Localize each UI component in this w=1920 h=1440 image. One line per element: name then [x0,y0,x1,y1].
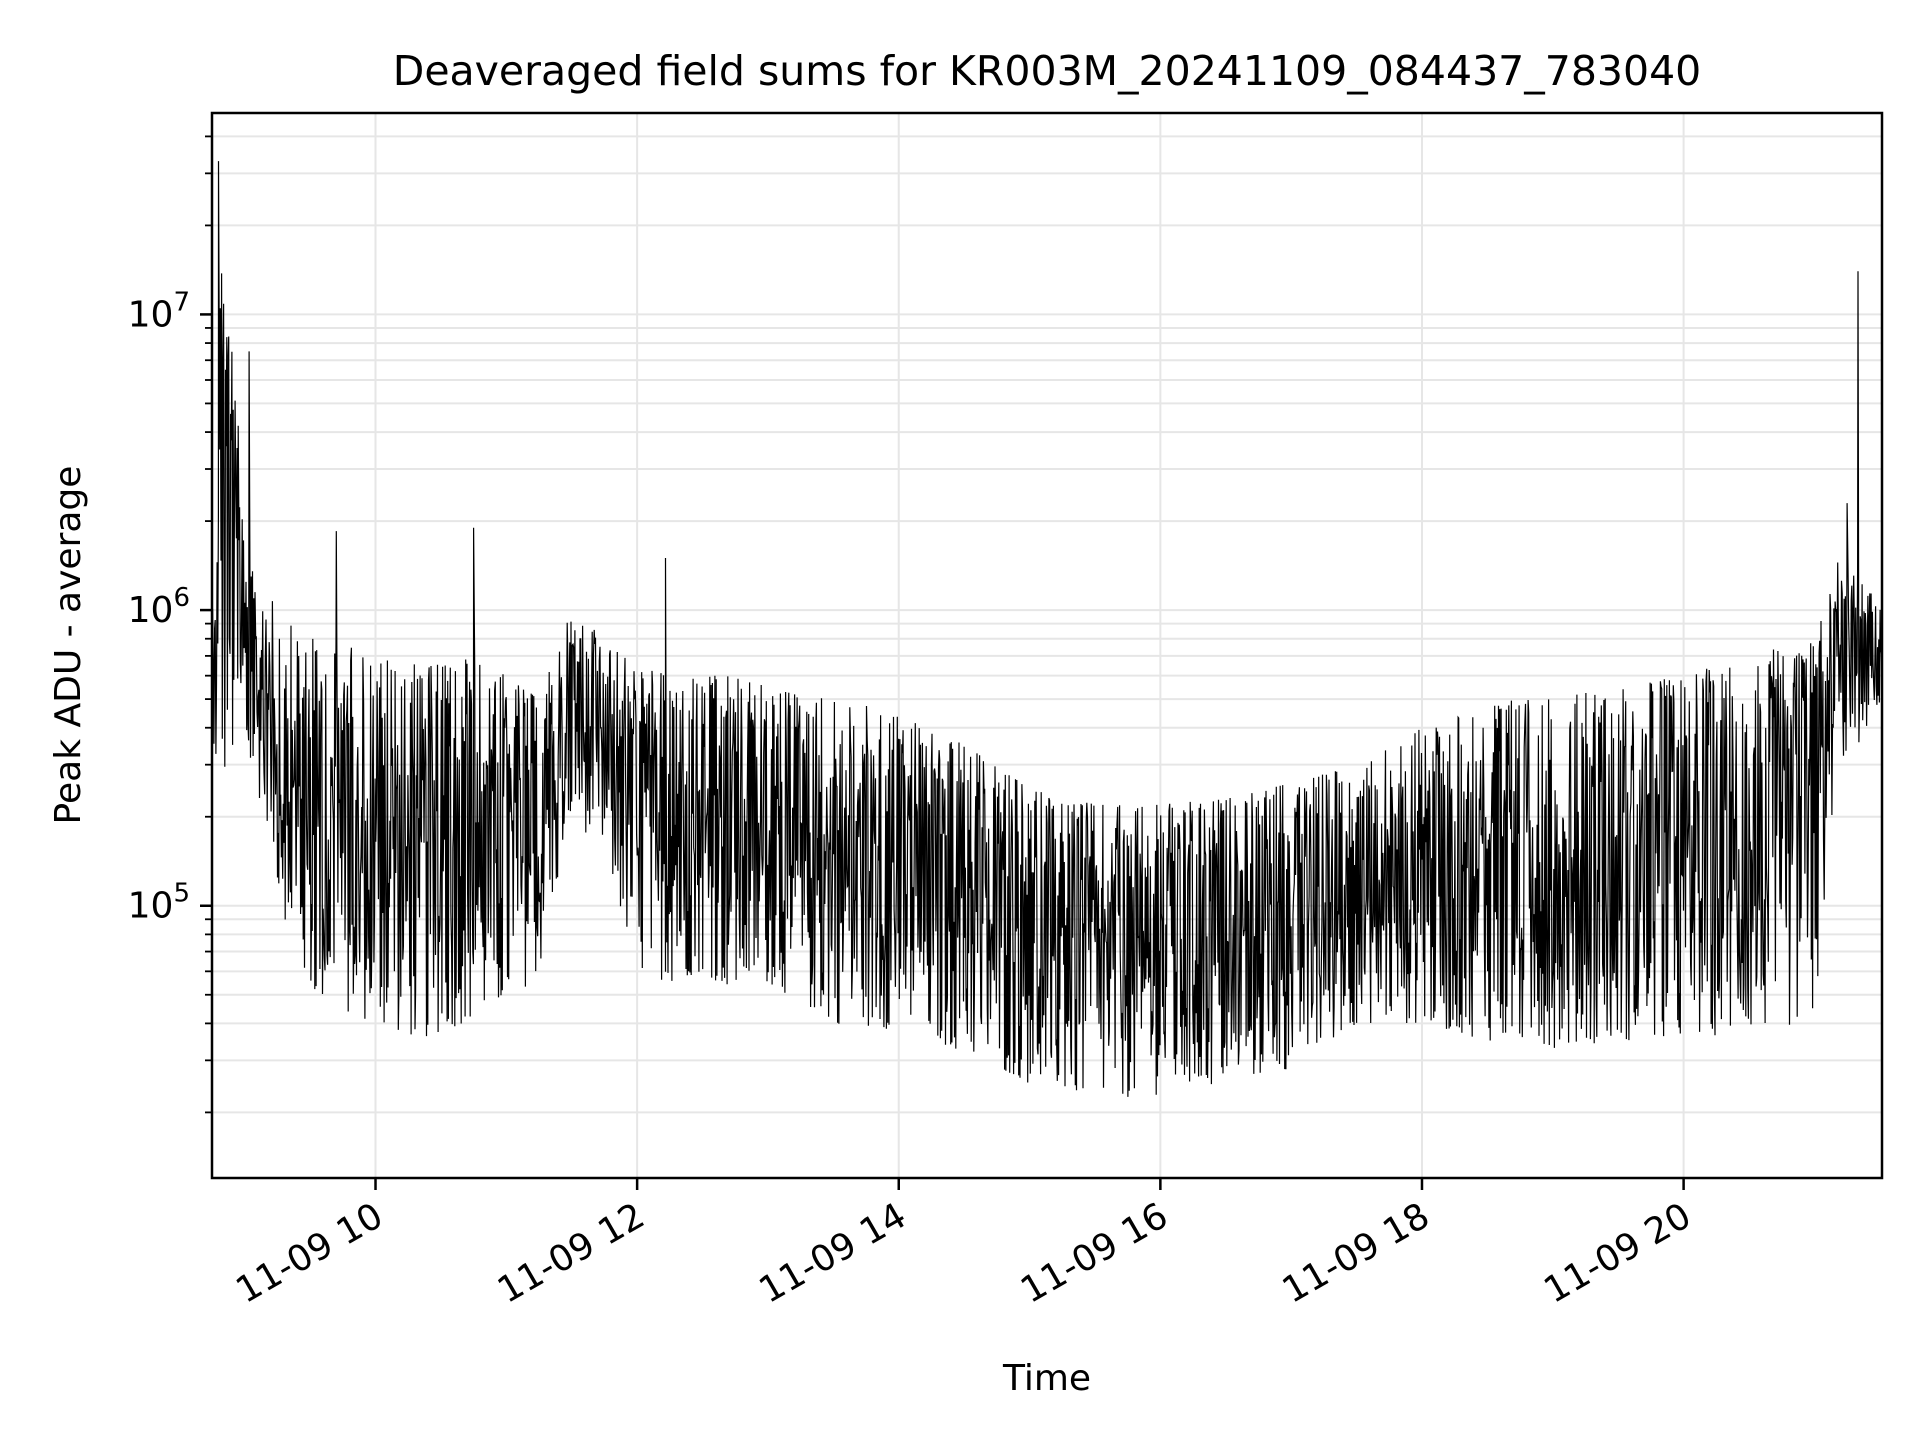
plot-frame [210,111,1884,1180]
y-tick-label: 107 [128,287,190,335]
y-tick-label: 106 [128,583,190,631]
chart-title: Deaveraged field sums for KR003M_2024110… [393,47,1702,95]
x-axis-label: Time [1002,1358,1091,1399]
series-line [212,161,1882,1097]
series-path [212,161,1882,1097]
y-axis-label: Peak ADU - average [48,466,89,825]
y-axis: 105 106 107 [128,135,212,1114]
y-tick-label: 105 [128,879,190,927]
